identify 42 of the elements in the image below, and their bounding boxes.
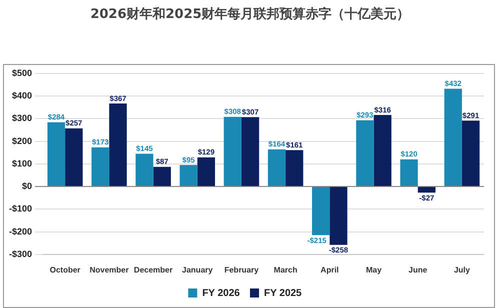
x-tick-label: April [320,265,339,274]
bar [92,147,110,186]
bar [374,115,392,186]
x-tick-label: March [274,265,298,274]
y-tick-label: $300 [12,113,32,124]
y-tick-label: -$100 [8,204,32,214]
chart-title: 2026财年和2025财年每月联邦预算赤字（十亿美元） [89,6,411,24]
bar [268,149,286,186]
bar [180,165,198,186]
y-tick-label: $500 [12,68,32,78]
bar [418,187,436,193]
x-tick-label: December [134,265,173,274]
bar [109,103,127,186]
bar [197,157,215,186]
x-tick-label: November [90,265,129,274]
bar [136,154,154,186]
x-tick-label: January [182,265,214,274]
y-tick-label: $400 [12,90,32,101]
x-tick-label: February [224,265,260,274]
bar [330,187,348,245]
x-tick-label: October [50,265,80,274]
legend-label: FY 2026 [202,288,240,299]
bar [356,120,374,186]
bar [462,120,480,186]
y-tick-label: $0 [22,181,32,192]
bar [224,116,242,186]
bar [241,117,260,186]
x-tick-label: June [408,265,428,274]
bar [286,150,304,186]
bar [312,187,330,236]
y-tick-label: -$200 [8,226,32,236]
bar [47,122,66,186]
bar [444,88,462,186]
y-tick-label: -$300 [8,248,32,259]
bar [400,159,418,186]
legend-label: FY 2025 [264,288,302,299]
bar [153,166,171,186]
y-tick-label: $100 [12,158,32,168]
y-tick-label: $200 [12,136,32,146]
x-tick-label: May [366,265,382,274]
bar [65,128,83,186]
x-tick-label: July [454,265,470,274]
